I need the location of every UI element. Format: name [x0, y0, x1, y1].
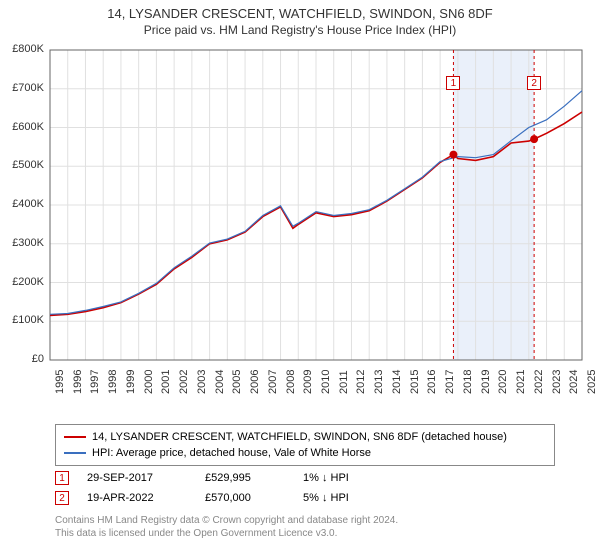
footer-line1: Contains HM Land Registry data © Crown c…	[55, 514, 555, 527]
event-price-1: £529,995	[205, 472, 285, 484]
xtick-label: 1995	[54, 370, 66, 394]
xtick-label: 1999	[125, 370, 137, 394]
chart-svg	[0, 44, 600, 414]
xtick-label: 2010	[320, 370, 332, 394]
legend-row-property: 14, LYSANDER CRESCENT, WATCHFIELD, SWIND…	[64, 429, 546, 445]
xtick-label: 2019	[480, 370, 492, 394]
ytick-label: £500K	[2, 159, 44, 171]
chart-title-line2: Price paid vs. HM Land Registry's House …	[0, 21, 600, 37]
xtick-label: 2018	[462, 370, 474, 394]
event-row-2: 2 19-APR-2022 £570,000 5% ↓ HPI	[55, 488, 555, 508]
xtick-label: 2000	[143, 370, 155, 394]
xtick-label: 2012	[355, 370, 367, 394]
ytick-label: £0	[2, 353, 44, 365]
ytick-label: £600K	[2, 121, 44, 133]
event-delta-2: 5% ↓ HPI	[303, 492, 383, 504]
event-date-2: 19-APR-2022	[87, 492, 187, 504]
event-marker-2: 2	[55, 491, 69, 505]
legend-box: 14, LYSANDER CRESCENT, WATCHFIELD, SWIND…	[55, 424, 555, 466]
xtick-label: 2013	[373, 370, 385, 394]
xtick-label: 2002	[178, 370, 190, 394]
event-date-1: 29-SEP-2017	[87, 472, 187, 484]
xtick-label: 2020	[497, 370, 509, 394]
xtick-label: 1998	[107, 370, 119, 394]
xtick-label: 2011	[338, 370, 350, 394]
xtick-label: 2017	[444, 370, 456, 394]
xtick-label: 2007	[267, 370, 279, 394]
event-price-2: £570,000	[205, 492, 285, 504]
event-marker-1: 1	[55, 471, 69, 485]
chart-title-line1: 14, LYSANDER CRESCENT, WATCHFIELD, SWIND…	[0, 0, 600, 21]
xtick-label: 2001	[160, 370, 172, 394]
xtick-label: 2005	[231, 370, 243, 394]
ytick-label: £400K	[2, 198, 44, 210]
legend-label-property: 14, LYSANDER CRESCENT, WATCHFIELD, SWIND…	[92, 431, 507, 443]
xtick-label: 2009	[302, 370, 314, 394]
event-delta-1: 1% ↓ HPI	[303, 472, 383, 484]
ytick-label: £100K	[2, 314, 44, 326]
footer-line2: This data is licensed under the Open Gov…	[55, 527, 555, 540]
legend-row-hpi: HPI: Average price, detached house, Vale…	[64, 445, 546, 461]
xtick-label: 2024	[568, 370, 580, 394]
legend-swatch-property	[64, 436, 86, 438]
xtick-label: 1997	[89, 370, 101, 394]
xtick-label: 2016	[426, 370, 438, 394]
xtick-label: 2004	[214, 370, 226, 394]
legend-swatch-hpi	[64, 452, 86, 454]
xtick-label: 2022	[533, 370, 545, 394]
xtick-label: 2023	[551, 370, 563, 394]
chart-area: £0 £100K £200K £300K £400K £500K £600K £700K £80…	[0, 44, 600, 414]
xtick-label: 2025	[586, 370, 598, 394]
event-rows: 1 29-SEP-2017 £529,995 1% ↓ HPI 2 19-APR…	[55, 468, 555, 508]
ytick-label: £700K	[2, 82, 44, 94]
xtick-label: 2008	[285, 370, 297, 394]
xtick-label: 2021	[515, 370, 527, 394]
ytick-label: £200K	[2, 276, 44, 288]
chart-event-marker: 1	[446, 76, 460, 90]
xtick-label: 2015	[409, 370, 421, 394]
footer-attribution: Contains HM Land Registry data © Crown c…	[55, 514, 555, 540]
ytick-label: £300K	[2, 237, 44, 249]
chart-event-marker: 2	[527, 76, 541, 90]
legend-label-hpi: HPI: Average price, detached house, Vale…	[92, 447, 371, 459]
xtick-label: 2003	[196, 370, 208, 394]
xtick-label: 2006	[249, 370, 261, 394]
xtick-label: 1996	[72, 370, 84, 394]
xtick-label: 2014	[391, 370, 403, 394]
event-row-1: 1 29-SEP-2017 £529,995 1% ↓ HPI	[55, 468, 555, 488]
ytick-label: £800K	[2, 43, 44, 55]
